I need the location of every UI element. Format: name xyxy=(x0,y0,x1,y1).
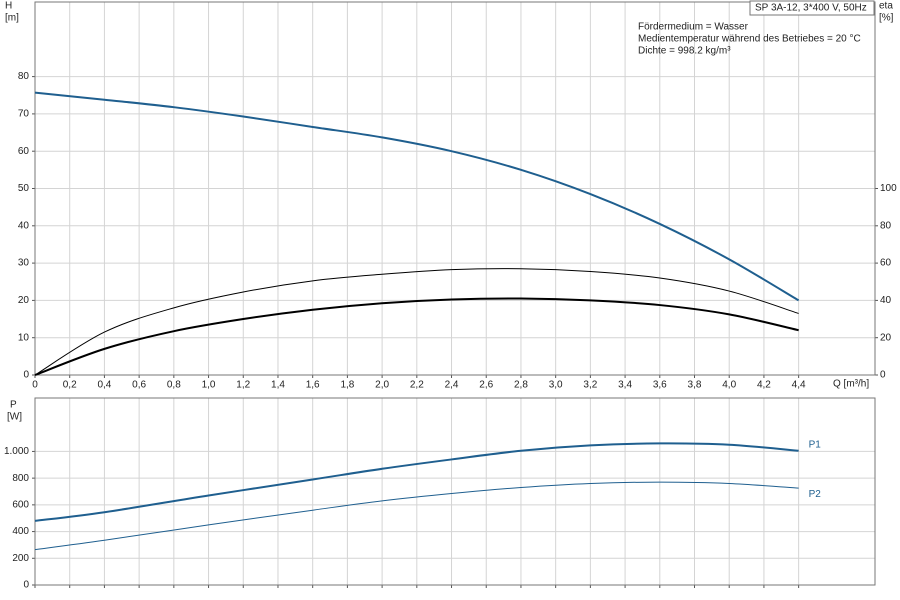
x-tick-label: 1,0 xyxy=(202,380,216,391)
x-tick-label: 1,8 xyxy=(340,380,354,391)
plot-frame xyxy=(34,1,876,376)
y2-tick-label: 80 xyxy=(880,220,892,231)
x-tick-label: 2,8 xyxy=(514,380,528,391)
plot-frame xyxy=(34,397,876,586)
x-tick-label: 3,8 xyxy=(688,380,702,391)
x-tick-label: 1,6 xyxy=(306,380,320,391)
y2-tick-label: 40 xyxy=(880,295,892,306)
y-tick-label: 800 xyxy=(12,473,29,484)
y-tick-label: 200 xyxy=(12,553,29,564)
x-tick-label: 1,4 xyxy=(271,380,285,391)
x-tick-label: 3,6 xyxy=(653,380,667,391)
x-tick-label: 2,4 xyxy=(445,380,459,391)
y-tick-label: 60 xyxy=(18,146,30,157)
info-box xyxy=(749,0,875,16)
x-tick-label: 4,0 xyxy=(722,380,736,391)
y2-axis-unit: [%] xyxy=(879,13,894,24)
y-tick-label: 70 xyxy=(18,109,30,120)
y2-tick-label: 60 xyxy=(880,258,892,269)
y-tick-label: 600 xyxy=(12,499,29,510)
x-tick-label: 0,2 xyxy=(63,380,77,391)
x-tick-label: 4,4 xyxy=(792,380,806,391)
y-axis-unit: [W] xyxy=(7,412,22,423)
y-axis-label: P xyxy=(10,400,17,411)
curve xyxy=(34,297,799,376)
x-tick-label: 3,4 xyxy=(618,380,632,391)
x-tick-label: 3,2 xyxy=(583,380,597,391)
y-tick-label: 50 xyxy=(18,183,30,194)
y-axis-label: H xyxy=(5,1,12,12)
x-tick-label: 0,4 xyxy=(97,380,111,391)
x-tick-label: 0,6 xyxy=(132,380,146,391)
curve xyxy=(34,442,799,522)
annotation: Dichte = 998.2 kg/m³ xyxy=(638,46,731,57)
series-label: P1 xyxy=(809,439,822,450)
x-tick-label: 0 xyxy=(32,380,38,391)
y2-tick-label: 100 xyxy=(880,183,897,194)
annotation: Medientemperatur während des Betriebes =… xyxy=(638,34,861,45)
series-label: P2 xyxy=(809,489,822,500)
curve xyxy=(34,91,800,302)
y-tick-label: 0 xyxy=(23,370,29,381)
y-tick-label: 80 xyxy=(18,71,30,82)
y-tick-label: 0 xyxy=(23,580,29,591)
y-axis-unit: [m] xyxy=(5,13,19,24)
x-tick-label: 3,0 xyxy=(549,380,563,391)
x-tick-label: 0,8 xyxy=(167,380,181,391)
x-tick-label: 2,0 xyxy=(375,380,389,391)
y2-tick-label: 0 xyxy=(880,370,886,381)
annotation: Fördermedium = Wasser xyxy=(638,22,749,33)
y-tick-label: 40 xyxy=(18,220,30,231)
y-tick-label: 1.000 xyxy=(4,446,29,457)
y2-tick-label: 20 xyxy=(880,332,892,343)
x-tick-label: 1,2 xyxy=(236,380,250,391)
chart-title: SP 3A-12, 3*400 V, 50Hz xyxy=(755,3,867,14)
y-tick-label: 400 xyxy=(12,526,29,537)
y-tick-label: 10 xyxy=(18,332,30,343)
y-tick-label: 30 xyxy=(18,258,30,269)
x-axis-label: Q [m³/h] xyxy=(833,379,869,390)
x-tick-label: 4,2 xyxy=(757,380,771,391)
curve xyxy=(34,481,799,551)
y2-axis-label: eta xyxy=(879,1,893,12)
x-tick-label: 2,6 xyxy=(479,380,493,391)
x-tick-label: 2,2 xyxy=(410,380,424,391)
curve xyxy=(34,268,799,376)
y-tick-label: 20 xyxy=(18,295,30,306)
